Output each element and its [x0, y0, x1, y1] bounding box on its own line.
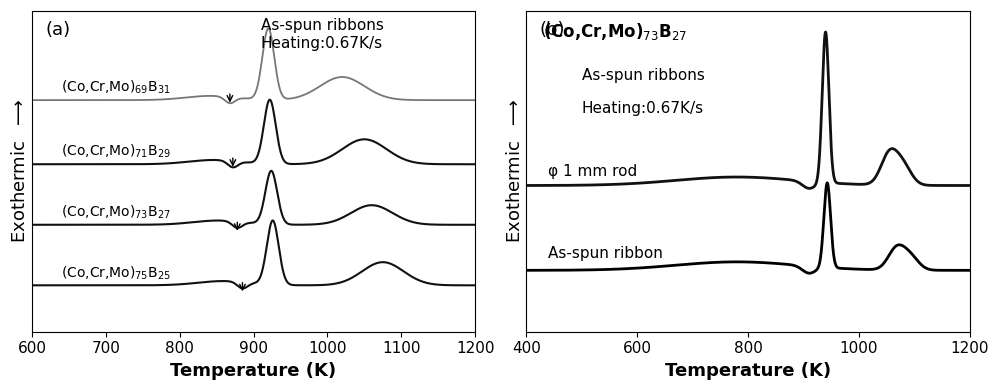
Text: (Co,Cr,Mo)$_{75}$B$_{25}$: (Co,Cr,Mo)$_{75}$B$_{25}$ [61, 264, 171, 282]
Text: (Co,Cr,Mo)$_{71}$B$_{29}$: (Co,Cr,Mo)$_{71}$B$_{29}$ [61, 143, 171, 160]
X-axis label: Temperature (K): Temperature (K) [665, 362, 831, 380]
Text: (Co,Cr,Mo)$_{73}$B$_{27}$: (Co,Cr,Mo)$_{73}$B$_{27}$ [543, 21, 687, 41]
Text: φ 1 mm rod: φ 1 mm rod [548, 164, 638, 179]
Text: Heating:0.67K/s: Heating:0.67K/s [582, 100, 704, 116]
Y-axis label: Exothermic  $\longrightarrow$: Exothermic $\longrightarrow$ [506, 99, 524, 244]
Text: (Co,Cr,Mo)$_{73}$B$_{27}$: (Co,Cr,Mo)$_{73}$B$_{27}$ [61, 204, 171, 221]
Text: As-spun ribbon: As-spun ribbon [548, 246, 663, 261]
Text: (b): (b) [540, 21, 565, 39]
Text: As-spun ribbons: As-spun ribbons [582, 68, 705, 83]
Y-axis label: Exothermic  $\longrightarrow$: Exothermic $\longrightarrow$ [11, 99, 29, 244]
X-axis label: Temperature (K): Temperature (K) [170, 362, 337, 380]
Text: (a): (a) [45, 21, 70, 39]
Text: (Co,Cr,Mo)$_{69}$B$_{31}$: (Co,Cr,Mo)$_{69}$B$_{31}$ [61, 79, 171, 96]
Text: As-spun ribbons
Heating:0.67K/s: As-spun ribbons Heating:0.67K/s [261, 18, 384, 50]
